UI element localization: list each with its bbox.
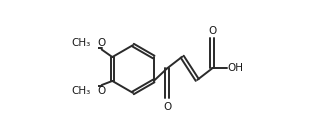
Text: O: O — [208, 26, 216, 35]
Text: O: O — [97, 38, 105, 48]
Text: O: O — [97, 86, 105, 96]
Text: CH₃: CH₃ — [72, 38, 91, 48]
Text: O: O — [163, 102, 171, 112]
Text: OH: OH — [227, 63, 243, 73]
Text: CH₃: CH₃ — [72, 86, 91, 96]
